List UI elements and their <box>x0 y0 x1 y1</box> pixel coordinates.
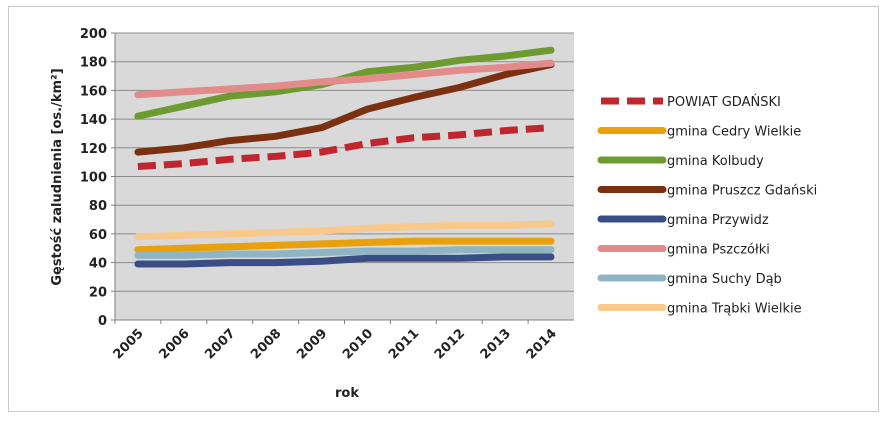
y-tick-label: 120 <box>80 142 107 157</box>
series-line-1 <box>134 237 555 254</box>
x-tick-label: 2005 <box>111 326 147 362</box>
y-tick-label: 20 <box>89 285 107 300</box>
series-line-4 <box>134 253 555 268</box>
x-tick-label: 2012 <box>432 326 468 362</box>
y-tick-label: 140 <box>80 113 107 128</box>
axes <box>114 33 574 324</box>
line-chart: 0 20 40 60 80 100 120 140 160 180 200 2005 2006 2007… <box>50 27 817 401</box>
chart-frame: 0 20 40 60 80 100 120 140 160 180 200 2005 2006 2007… <box>8 6 879 412</box>
x-tick-label: 2011 <box>386 326 422 362</box>
series-line-7 <box>134 220 555 241</box>
x-tick-label: 2010 <box>340 326 376 362</box>
legend-label: gmina Pruszcz Gdański <box>667 184 817 199</box>
y-tick-label: 160 <box>80 84 107 99</box>
x-axis-title: rok <box>335 386 359 401</box>
series-line-3 <box>134 61 555 156</box>
series-line-0 <box>137 124 552 170</box>
series-line-6 <box>134 246 555 259</box>
y-tick-label: 200 <box>80 27 107 42</box>
legend-label: gmina Suchy Dąb <box>667 272 782 287</box>
x-tick-label: 2008 <box>248 326 284 362</box>
legend-label: gmina Trąbki Wielkie <box>667 302 802 317</box>
legend-label: POWIAT GDAŃSKI <box>667 94 781 110</box>
y-tick-label: 100 <box>80 171 107 186</box>
y-tick-label: 180 <box>80 56 107 71</box>
legend-label: gmina Pszczółki <box>667 243 770 258</box>
legend-label: gmina Kolbudy <box>667 154 764 169</box>
x-tick-label: 2006 <box>156 326 192 362</box>
y-tick-label: 0 <box>98 314 107 329</box>
y-tick-label: 60 <box>89 228 107 243</box>
x-tick-label: 2007 <box>202 326 238 362</box>
y-tick-label: 40 <box>89 257 107 272</box>
legend-label: gmina Przywidz <box>667 213 769 228</box>
y-tick-label: 80 <box>89 199 107 214</box>
x-tick-label: 2014 <box>524 326 560 362</box>
y-axis-title: Gęstość zaludnienia [os./km²] <box>50 68 65 285</box>
x-tick-label: 2013 <box>478 326 514 362</box>
x-tick-labels: 2005 2006 2007 2008 2009 2010 2011 2012 2013 2014 <box>111 326 560 362</box>
legend: POWIAT GDAŃSKI gmina Cedry Wielkie gmina K… <box>597 94 817 317</box>
series-line-5 <box>134 59 555 99</box>
series-lines <box>134 46 555 268</box>
y-tick-labels: 0 20 40 60 80 100 120 140 160 180 200 <box>80 27 107 329</box>
legend-label: gmina Cedry Wielkie <box>667 125 801 140</box>
x-tick-label: 2009 <box>294 326 330 362</box>
